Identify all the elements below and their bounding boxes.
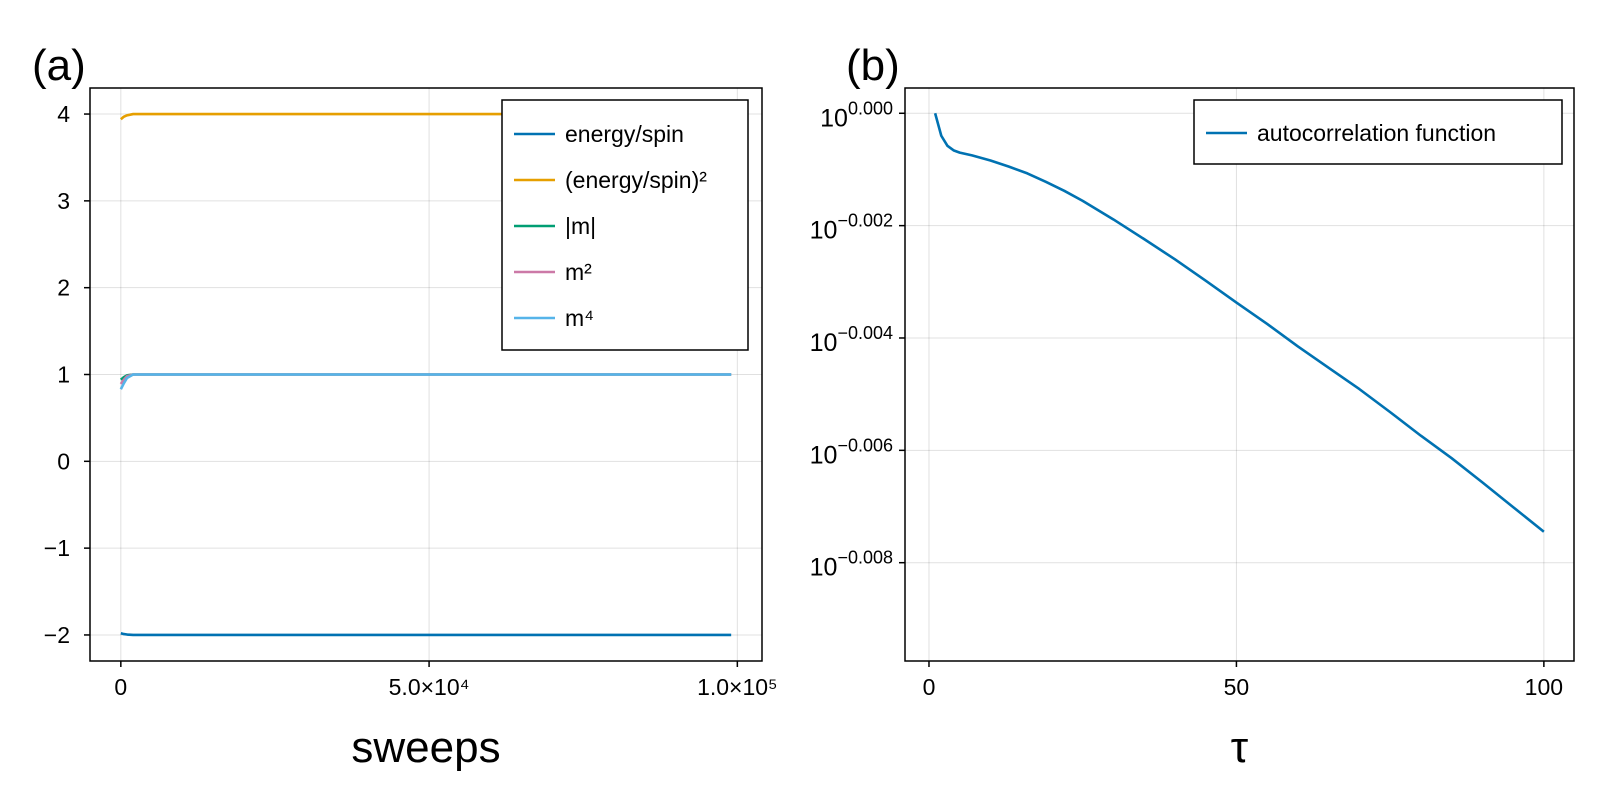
x-axis-label: sweeps (351, 723, 500, 772)
y-tick-label: 0 (57, 448, 70, 474)
y-tick-label-base: 10 (820, 104, 848, 132)
y-tick-label-exponent: −0.002 (837, 211, 893, 231)
panel-b: 0 50 100100.00010−0.00210−0.00410−0.00610−… (810, 41, 1575, 772)
y-tick-label-base: 10 (810, 441, 838, 469)
y-tick-label-exponent: −0.006 (837, 435, 893, 455)
legend-entry: m² (565, 259, 592, 285)
y-tick-label: 10−0.008 (810, 548, 893, 582)
axes-frame (904, 87, 1575, 662)
y-tick-label-base: 10 (810, 554, 838, 582)
y-tick-label-exponent: −0.004 (837, 323, 893, 343)
y-tick-label: 1 (57, 362, 70, 388)
y-tick-label: 2 (57, 275, 70, 301)
x-tick-label: 100 (1525, 674, 1563, 700)
x-tick-label: 0 (114, 674, 127, 700)
y-tick-label: −1 (44, 535, 70, 561)
series-line-2 (119, 112, 732, 121)
y-tick-label: −2 (44, 622, 70, 648)
legend: energy/spin (energy/spin)² |m| m² m⁴ (501, 99, 749, 351)
legend-entry: (energy/spin)² (565, 167, 707, 193)
legend-entry: energy/spin (565, 121, 684, 147)
panel-label: (b) (846, 41, 900, 90)
legend-entry: m⁴ (565, 305, 594, 331)
legend-entry: |m| (565, 213, 596, 239)
y-tick-label-exponent: 0.000 (848, 98, 893, 118)
series-line-1 (120, 631, 732, 637)
y-tick-label: 10−0.006 (810, 435, 893, 469)
x-tick-label: 1.0×10⁵ (697, 674, 778, 700)
y-tick-label: 10−0.004 (810, 323, 893, 357)
x-tick-label: 0 (923, 674, 936, 700)
x-tick-label: 5.0×10⁴ (389, 674, 470, 700)
x-tick-label: 50 (1224, 674, 1250, 700)
legend-box (1193, 99, 1563, 165)
panel-label: (a) (32, 41, 86, 90)
series-line-5 (119, 373, 732, 390)
panel-a: 0 5.0×10⁴ 1.0×10⁵ −2 −1 0 1 2 3 4 sweeps (a) energy/… (32, 41, 778, 772)
y-tick-label-base: 10 (810, 217, 838, 245)
legend: autocorrelation function (1193, 99, 1563, 165)
y-tick-label: 100.000 (820, 98, 893, 132)
y-tick-label-base: 10 (810, 329, 838, 357)
series-line-4 (119, 373, 732, 385)
legend-entry: autocorrelation function (1257, 120, 1496, 146)
y-tick-label: 4 (57, 101, 70, 127)
x-axis-label: τ (1231, 723, 1249, 772)
y-tick-label: 3 (57, 188, 70, 214)
series-line-1 (933, 112, 1545, 533)
y-tick-label-exponent: −0.008 (837, 548, 893, 568)
y-tick-label: 10−0.002 (810, 211, 893, 245)
